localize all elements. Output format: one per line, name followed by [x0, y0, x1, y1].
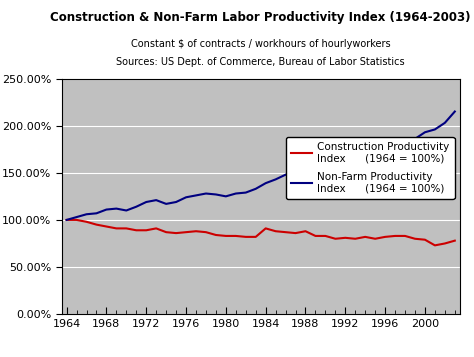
- Construction Productivity
Index      (1964 = 100%): [293, 231, 299, 235]
- Non-Farm Productivity
Index      (1964 = 100%): [143, 200, 149, 204]
- Construction Productivity
Index      (1964 = 100%): [154, 226, 159, 231]
- Non-Farm Productivity
Index      (1964 = 100%): [104, 207, 109, 212]
- Construction Productivity
Index      (1964 = 100%): [243, 235, 249, 239]
- Non-Farm Productivity
Index      (1964 = 100%): [302, 168, 308, 172]
- Non-Farm Productivity
Index      (1964 = 100%): [422, 130, 428, 134]
- Construction Productivity
Index      (1964 = 100%): [253, 235, 259, 239]
- Non-Farm Productivity
Index      (1964 = 100%): [432, 127, 438, 132]
- Construction Productivity
Index      (1964 = 100%): [193, 229, 199, 233]
- Non-Farm Productivity
Index      (1964 = 100%): [243, 190, 249, 195]
- Non-Farm Productivity
Index      (1964 = 100%): [183, 195, 189, 200]
- Construction Productivity
Index      (1964 = 100%): [422, 237, 428, 242]
- Non-Farm Productivity
Index      (1964 = 100%): [213, 192, 219, 197]
- Non-Farm Productivity
Index      (1964 = 100%): [293, 170, 299, 174]
- Non-Farm Productivity
Index      (1964 = 100%): [382, 151, 388, 155]
- Construction Productivity
Index      (1964 = 100%): [143, 228, 149, 232]
- Construction Productivity
Index      (1964 = 100%): [323, 234, 328, 238]
- Non-Farm Productivity
Index      (1964 = 100%): [332, 165, 338, 169]
- Non-Farm Productivity
Index      (1964 = 100%): [253, 187, 259, 191]
- Line: Construction Productivity
Index      (1964 = 100%): Construction Productivity Index (1964 = …: [67, 220, 455, 245]
- Construction Productivity
Index      (1964 = 100%): [392, 234, 398, 238]
- Non-Farm Productivity
Index      (1964 = 100%): [73, 215, 79, 219]
- Construction Productivity
Index      (1964 = 100%): [113, 226, 119, 231]
- Legend: Construction Productivity
Index      (1964 = 100%), Non-Farm Productivity
Index : Construction Productivity Index (1964 = …: [286, 137, 455, 199]
- Construction Productivity
Index      (1964 = 100%): [73, 218, 79, 222]
- Non-Farm Productivity
Index      (1964 = 100%): [313, 167, 319, 171]
- Construction Productivity
Index      (1964 = 100%): [223, 234, 229, 238]
- Construction Productivity
Index      (1964 = 100%): [273, 229, 279, 233]
- Construction Productivity
Index      (1964 = 100%): [382, 235, 388, 239]
- Non-Farm Productivity
Index      (1964 = 100%): [392, 147, 398, 151]
- Non-Farm Productivity
Index      (1964 = 100%): [93, 211, 99, 216]
- Non-Farm Productivity
Index      (1964 = 100%): [452, 109, 457, 114]
- Text: Constant $ of contracts / workhours of hourlyworkers: Constant $ of contracts / workhours of h…: [131, 39, 391, 49]
- Non-Farm Productivity
Index      (1964 = 100%): [163, 202, 169, 206]
- Construction Productivity
Index      (1964 = 100%): [332, 237, 338, 241]
- Non-Farm Productivity
Index      (1964 = 100%): [323, 166, 328, 170]
- Text: Sources: US Dept. of Commerce, Bureau of Labor Statistics: Sources: US Dept. of Commerce, Bureau of…: [117, 57, 405, 67]
- Non-Farm Productivity
Index      (1964 = 100%): [193, 193, 199, 197]
- Construction Productivity
Index      (1964 = 100%): [134, 228, 139, 232]
- Non-Farm Productivity
Index      (1964 = 100%): [372, 156, 378, 160]
- Construction Productivity
Index      (1964 = 100%): [104, 224, 109, 228]
- Line: Non-Farm Productivity
Index      (1964 = 100%): Non-Farm Productivity Index (1964 = 100%…: [67, 111, 455, 220]
- Non-Farm Productivity
Index      (1964 = 100%): [343, 160, 348, 165]
- Non-Farm Productivity
Index      (1964 = 100%): [134, 205, 139, 209]
- Non-Farm Productivity
Index      (1964 = 100%): [263, 181, 268, 185]
- Construction Productivity
Index      (1964 = 100%): [84, 220, 90, 224]
- Construction Productivity
Index      (1964 = 100%): [343, 236, 348, 240]
- Construction Productivity
Index      (1964 = 100%): [163, 230, 169, 234]
- Construction Productivity
Index      (1964 = 100%): [263, 226, 268, 231]
- Construction Productivity
Index      (1964 = 100%): [173, 231, 179, 235]
- Construction Productivity
Index      (1964 = 100%): [93, 222, 99, 227]
- Construction Productivity
Index      (1964 = 100%): [452, 238, 457, 243]
- Non-Farm Productivity
Index      (1964 = 100%): [233, 191, 238, 196]
- Construction Productivity
Index      (1964 = 100%): [302, 229, 308, 233]
- Construction Productivity
Index      (1964 = 100%): [372, 237, 378, 241]
- Non-Farm Productivity
Index      (1964 = 100%): [123, 208, 129, 213]
- Construction Productivity
Index      (1964 = 100%): [64, 218, 70, 222]
- Construction Productivity
Index      (1964 = 100%): [313, 234, 319, 238]
- Non-Farm Productivity
Index      (1964 = 100%): [154, 198, 159, 202]
- Non-Farm Productivity
Index      (1964 = 100%): [352, 160, 358, 165]
- Construction Productivity
Index      (1964 = 100%): [233, 234, 238, 238]
- Non-Farm Productivity
Index      (1964 = 100%): [64, 218, 70, 222]
- Non-Farm Productivity
Index      (1964 = 100%): [223, 194, 229, 198]
- Non-Farm Productivity
Index      (1964 = 100%): [84, 212, 90, 216]
- Non-Farm Productivity
Index      (1964 = 100%): [203, 191, 209, 196]
- Construction Productivity
Index      (1964 = 100%): [183, 230, 189, 234]
- Construction Productivity
Index      (1964 = 100%): [412, 237, 418, 241]
- Non-Farm Productivity
Index      (1964 = 100%): [402, 141, 408, 146]
- Construction Productivity
Index      (1964 = 100%): [213, 233, 219, 237]
- Construction Productivity
Index      (1964 = 100%): [442, 241, 447, 246]
- Construction Productivity
Index      (1964 = 100%): [283, 230, 288, 234]
- Construction Productivity
Index      (1964 = 100%): [363, 235, 368, 239]
- Non-Farm Productivity
Index      (1964 = 100%): [363, 156, 368, 161]
- Construction Productivity
Index      (1964 = 100%): [432, 243, 438, 247]
- Construction Productivity
Index      (1964 = 100%): [352, 237, 358, 241]
- Non-Farm Productivity
Index      (1964 = 100%): [113, 206, 119, 211]
- Construction Productivity
Index      (1964 = 100%): [203, 230, 209, 234]
- Construction Productivity
Index      (1964 = 100%): [402, 234, 408, 238]
- Non-Farm Productivity
Index      (1964 = 100%): [283, 172, 288, 177]
- Construction Productivity
Index      (1964 = 100%): [123, 226, 129, 231]
- Non-Farm Productivity
Index      (1964 = 100%): [412, 137, 418, 141]
- Non-Farm Productivity
Index      (1964 = 100%): [442, 121, 447, 125]
- Non-Farm Productivity
Index      (1964 = 100%): [173, 200, 179, 204]
- Text: Construction & Non-Farm Labor Productivity Index (1964-2003): Construction & Non-Farm Labor Productivi…: [50, 11, 471, 24]
- Non-Farm Productivity
Index      (1964 = 100%): [273, 177, 279, 181]
